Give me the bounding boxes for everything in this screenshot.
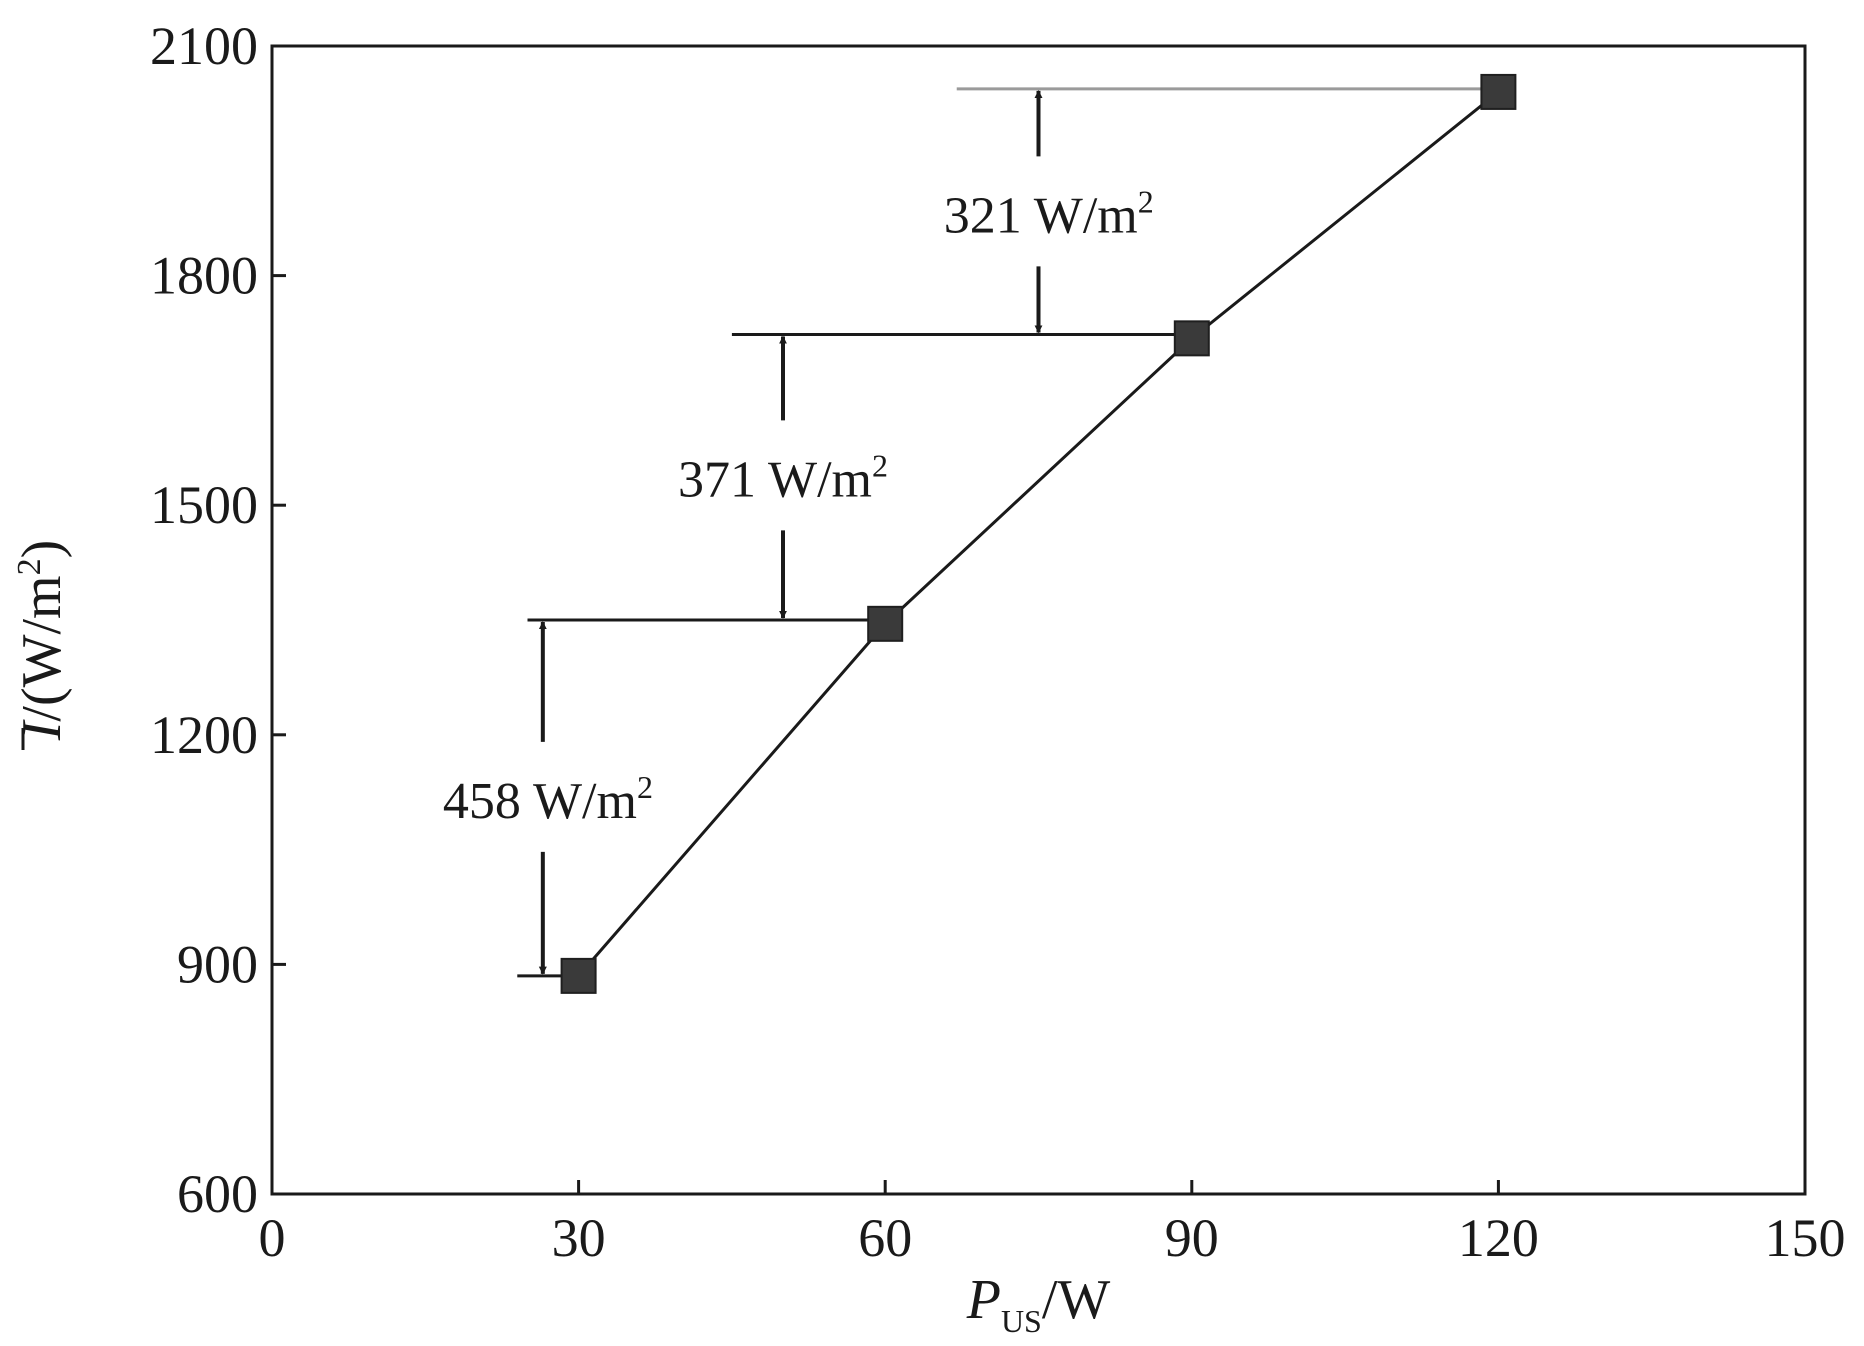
series-line [577, 90, 1500, 977]
axis-tick-labels: 0 30 60 90 120 150 600 900 1200 1500 1800 2100 [150, 16, 1846, 1268]
y-axis-label: I/(W/m2) [11, 540, 73, 742]
x-axis-label-main: P [966, 1269, 1001, 1331]
y-axis-label-main: I [11, 719, 73, 741]
x-tick-label: 30 [552, 1208, 606, 1268]
x-tick-label: 60 [858, 1208, 912, 1268]
y-tick-label: 900 [177, 934, 258, 994]
data-point [560, 957, 597, 994]
x-tick-label: 90 [1165, 1208, 1219, 1268]
y-axis-label-close: ) [11, 540, 73, 559]
y-tick-label: 1500 [150, 475, 258, 535]
x-tick-label: 120 [1458, 1208, 1539, 1268]
y-tick-label: 600 [177, 1164, 258, 1224]
y-tick-label: 1800 [150, 246, 258, 306]
annotation-label: 458 W/m2 [443, 769, 653, 830]
x-axis-label-sub: US [1001, 1303, 1042, 1339]
y-axis-label-group: I/(W/m2) [11, 540, 73, 750]
y-axis-label-sup: 2 [11, 558, 48, 575]
data-point [867, 605, 904, 642]
x-axis-label: PUS/W [966, 1269, 1111, 1339]
reference-lines [517, 87, 1499, 978]
data-series [560, 73, 1517, 994]
data-point [1480, 73, 1517, 110]
x-tick-label: 150 [1765, 1208, 1846, 1268]
y-axis-label-unit: /(W/m [11, 575, 73, 721]
y-tick-label: 2100 [150, 16, 258, 76]
axis-ticks [270, 44, 1807, 1196]
annotation-label: 321 W/m2 [944, 183, 1154, 244]
x-axis-label-unit: /W [1042, 1269, 1111, 1331]
plot-frame [270, 44, 1807, 1196]
annotation-label: 371 W/m2 [678, 447, 888, 508]
x-tick-label: 0 [259, 1208, 286, 1268]
y-tick-label: 1200 [150, 705, 258, 765]
difference-annotations: 458 W/m2 371 W/m2 321 W/m2 [443, 90, 1154, 975]
data-point [1173, 320, 1210, 357]
